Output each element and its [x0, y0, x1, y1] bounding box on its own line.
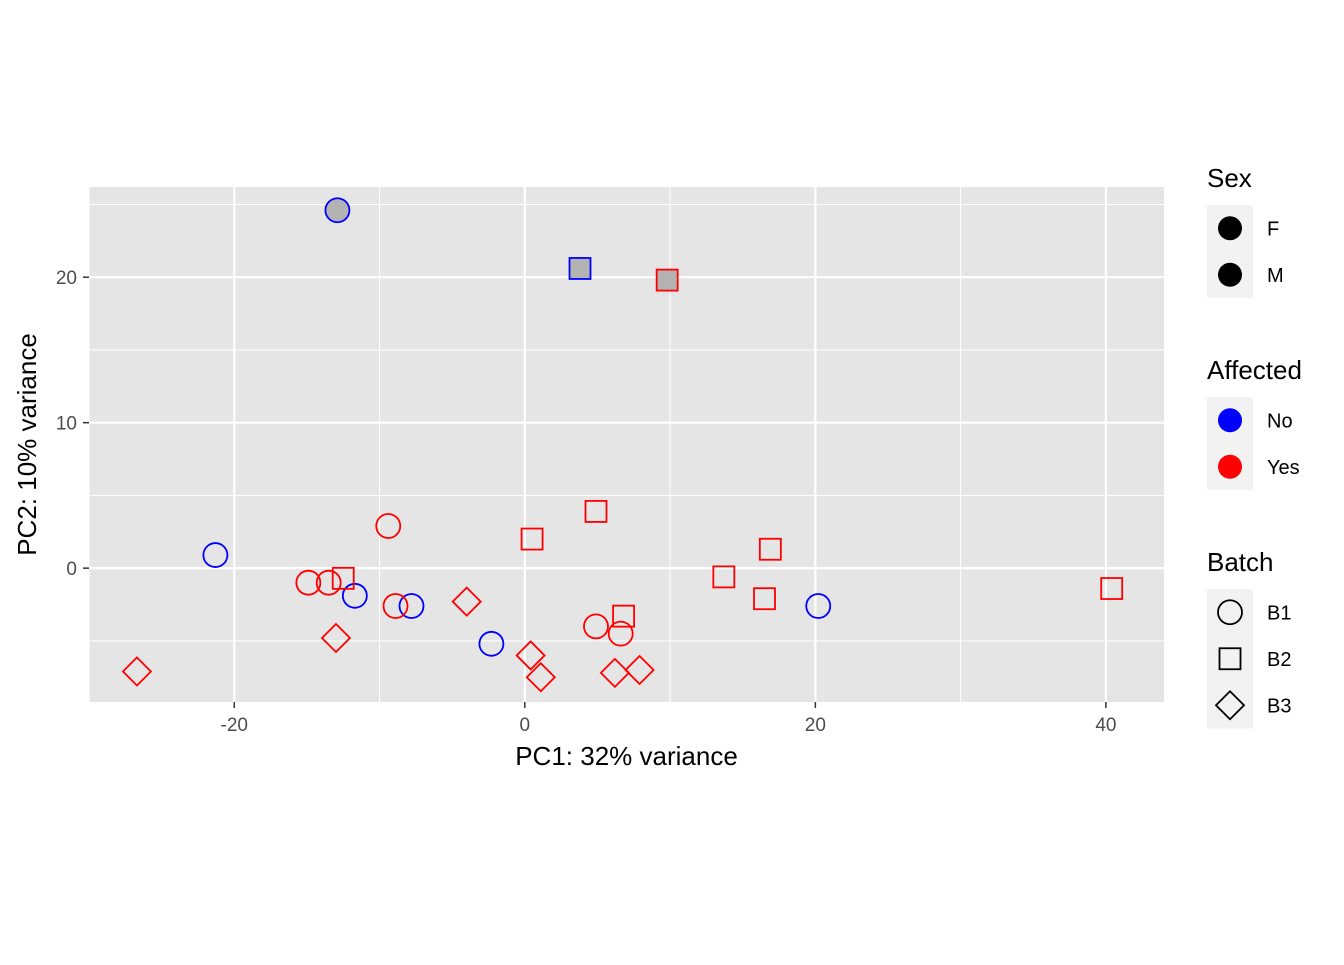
data-point [583, 613, 609, 640]
data-points [121, 197, 1124, 693]
data-point [478, 630, 505, 657]
legend-label: No [1267, 410, 1293, 432]
data-point [525, 661, 557, 693]
legend-key-B2 [1218, 647, 1242, 671]
y-tick-label: 10 [56, 414, 77, 435]
legend-batch: Batch B1 B2 B3 [1207, 547, 1291, 729]
data-point [315, 569, 342, 596]
data-point [1100, 577, 1124, 600]
plot-panel [89, 187, 1164, 702]
data-point [753, 587, 776, 611]
legend-key-B1 [1217, 599, 1243, 626]
data-point [398, 593, 425, 619]
data-point [624, 654, 655, 686]
legend-affected: Affected No Yes [1207, 355, 1302, 490]
data-point [331, 566, 355, 590]
legend-label: B2 [1267, 649, 1291, 671]
data-point [451, 586, 482, 617]
data-point [758, 537, 782, 561]
legend-key-B3 [1214, 689, 1246, 721]
data-point [607, 620, 634, 647]
data-point [599, 657, 631, 689]
data-point [375, 513, 402, 539]
legend-key-M [1218, 262, 1242, 287]
data-point [568, 257, 592, 280]
legend-key-F [1218, 216, 1242, 241]
data-point [295, 569, 322, 596]
data-point [712, 565, 736, 589]
legend-title: Batch [1207, 547, 1274, 577]
y-tick-label: 0 [66, 559, 77, 580]
x-tick-label: 40 [1095, 715, 1116, 736]
legend-label: Yes [1267, 457, 1300, 479]
data-point [805, 593, 832, 619]
legend-key-Yes [1218, 454, 1242, 479]
data-point [320, 622, 352, 654]
legend-label: B3 [1267, 695, 1291, 717]
legend-label: F [1267, 218, 1279, 240]
data-point [324, 197, 351, 224]
data-point [382, 593, 409, 619]
x-tick-label: 20 [805, 715, 826, 736]
legend-key-background [1207, 589, 1253, 729]
data-point [121, 656, 153, 687]
panel-background [89, 187, 1164, 702]
data-point [520, 527, 544, 551]
y-axis-title: PC2: 10% variance [12, 333, 42, 556]
legend-key-No [1218, 408, 1242, 433]
legend-area: Sex F M Affected No Yes Batch B1 B2 B3 [1207, 163, 1302, 729]
y-tick-label: 20 [56, 268, 77, 289]
data-point [612, 604, 635, 628]
x-tick-label: 0 [520, 715, 531, 736]
grid-lines [88, 187, 1164, 702]
data-point [584, 500, 608, 523]
data-point [655, 268, 679, 292]
data-point [515, 640, 546, 671]
legend-title: Sex [1207, 163, 1252, 193]
data-point [202, 542, 229, 568]
legend-label: B1 [1267, 602, 1291, 624]
axes: -20 0 20 40 0 10 20 [56, 268, 1117, 736]
x-tick-label: -20 [221, 715, 248, 736]
data-point [341, 582, 368, 609]
legend-sex: Sex F M [1207, 163, 1284, 298]
x-axis-title: PC1: 32% variance [515, 741, 738, 771]
legend-title: Affected [1207, 355, 1302, 385]
legend-label: M [1267, 265, 1284, 287]
